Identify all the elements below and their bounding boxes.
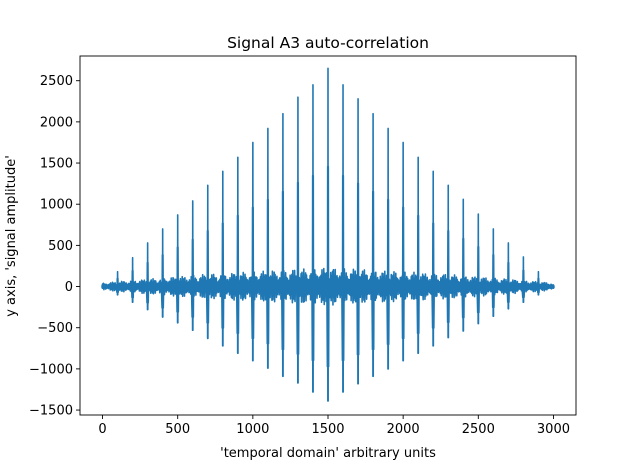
y-tick-label: 0	[65, 280, 73, 295]
x-tick-label: 2000	[387, 422, 420, 437]
x-tick-label: 3000	[537, 422, 570, 437]
plot-layer	[101, 67, 555, 402]
y-axis-label: y axis, 'signal amplitude'	[4, 155, 19, 317]
x-tick-label: 0	[98, 422, 106, 437]
x-tick-label: 500	[165, 422, 190, 437]
x-axis: 0 500 1000 1500 2000 2500 3000	[98, 415, 570, 437]
x-tick-label: 1000	[236, 422, 269, 437]
y-tick-label: 2000	[40, 115, 73, 130]
y-tick-label: 2500	[40, 74, 73, 89]
y-tick-label: −500	[37, 321, 73, 336]
y-tick-label: 1500	[40, 157, 73, 172]
y-tick-label: −1000	[29, 362, 73, 377]
y-axis: −1500 −1000 −500 0 500 1000 1500 2000 2500	[29, 74, 80, 419]
x-axis-label: 'temporal domain' arbitrary units	[220, 446, 436, 461]
x-tick-label: 1500	[311, 422, 344, 437]
y-tick-label: 500	[48, 239, 73, 254]
y-tick-label: 1000	[40, 198, 73, 213]
series-line	[101, 67, 555, 402]
chart-title: Signal A3 auto-correlation	[227, 34, 429, 52]
x-tick-label: 2500	[462, 422, 495, 437]
y-tick-label: −1500	[29, 404, 73, 419]
